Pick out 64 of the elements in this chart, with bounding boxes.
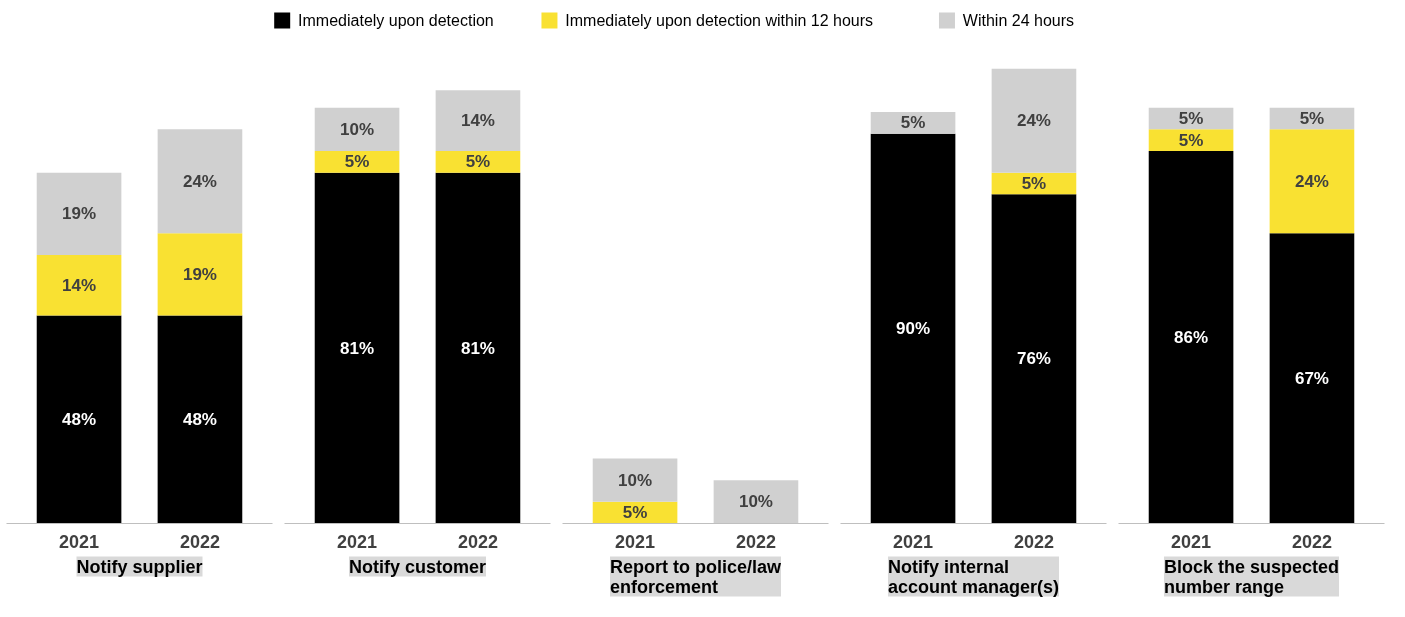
bar bbox=[314, 150, 400, 173]
data-label: 90% bbox=[896, 319, 931, 339]
data-label: 5% bbox=[344, 152, 370, 172]
bar bbox=[314, 172, 400, 524]
x-tick-label: 2021 bbox=[59, 531, 100, 552]
x-tick-label: 2021 bbox=[337, 531, 378, 552]
data-label: 14% bbox=[62, 275, 97, 295]
data-label: 19% bbox=[62, 204, 97, 224]
x-tick-label: 2021 bbox=[1171, 531, 1212, 552]
text: Report to police/law enforcement bbox=[609, 556, 783, 597]
data-label: 86% bbox=[1174, 327, 1209, 347]
legend-label: Immediately upon detection within 12 hours bbox=[565, 12, 874, 29]
data-label: 5% bbox=[465, 152, 491, 172]
data-label: 48% bbox=[62, 410, 97, 430]
bar bbox=[157, 233, 243, 316]
data-label: 81% bbox=[340, 338, 375, 358]
data-label: 24% bbox=[1294, 171, 1329, 191]
bar bbox=[1269, 233, 1355, 524]
bar bbox=[36, 254, 122, 316]
data-label: 10% bbox=[738, 492, 773, 512]
data-label: 76% bbox=[1016, 349, 1051, 369]
bar bbox=[157, 315, 243, 524]
data-label: 19% bbox=[182, 264, 217, 284]
data-label: 5% bbox=[1178, 109, 1204, 128]
data-label: 24% bbox=[1016, 111, 1051, 131]
data-label: 5% bbox=[1178, 130, 1204, 150]
data-label: 5% bbox=[1021, 173, 1047, 193]
x-tick-label: 2021 bbox=[615, 531, 656, 552]
text: Notify supplier bbox=[76, 556, 203, 577]
x-tick-label: 2022 bbox=[1013, 531, 1054, 552]
bar bbox=[36, 172, 122, 255]
bar bbox=[435, 90, 521, 151]
bar bbox=[157, 129, 243, 234]
bar bbox=[1148, 150, 1234, 524]
bar bbox=[1269, 129, 1355, 234]
bar bbox=[435, 172, 521, 524]
bar bbox=[314, 107, 400, 151]
data-label: 5% bbox=[622, 503, 648, 523]
data-label: 81% bbox=[460, 338, 495, 358]
legend-label: Within 24 hours bbox=[962, 12, 1075, 29]
data-label: 5% bbox=[1299, 109, 1325, 128]
bar bbox=[991, 194, 1077, 524]
data-label: 10% bbox=[618, 470, 653, 490]
bar bbox=[1148, 129, 1234, 151]
data-label: 10% bbox=[340, 119, 375, 139]
x-tick-label: 2022 bbox=[735, 531, 776, 552]
bar bbox=[435, 150, 521, 173]
data-label: 67% bbox=[1294, 368, 1329, 388]
text: Notify customer bbox=[348, 556, 487, 577]
data-label: 48% bbox=[182, 410, 217, 430]
text: Notify internal account manager(s) bbox=[887, 556, 1060, 597]
bar bbox=[36, 315, 122, 524]
data-label: 5% bbox=[900, 113, 926, 133]
x-tick-label: 2022 bbox=[179, 531, 220, 552]
x-tick-label: 2022 bbox=[457, 531, 498, 552]
text: Block the suspected number range bbox=[1163, 556, 1340, 597]
bar bbox=[991, 68, 1077, 173]
bar bbox=[870, 112, 956, 134]
x-tick-label: 2022 bbox=[1291, 531, 1332, 552]
data-label: 24% bbox=[182, 171, 217, 191]
x-tick-label: 2021 bbox=[893, 531, 934, 552]
bar bbox=[870, 133, 956, 524]
legend-label: Immediately upon detection bbox=[298, 12, 494, 29]
data-label: 14% bbox=[460, 111, 495, 131]
